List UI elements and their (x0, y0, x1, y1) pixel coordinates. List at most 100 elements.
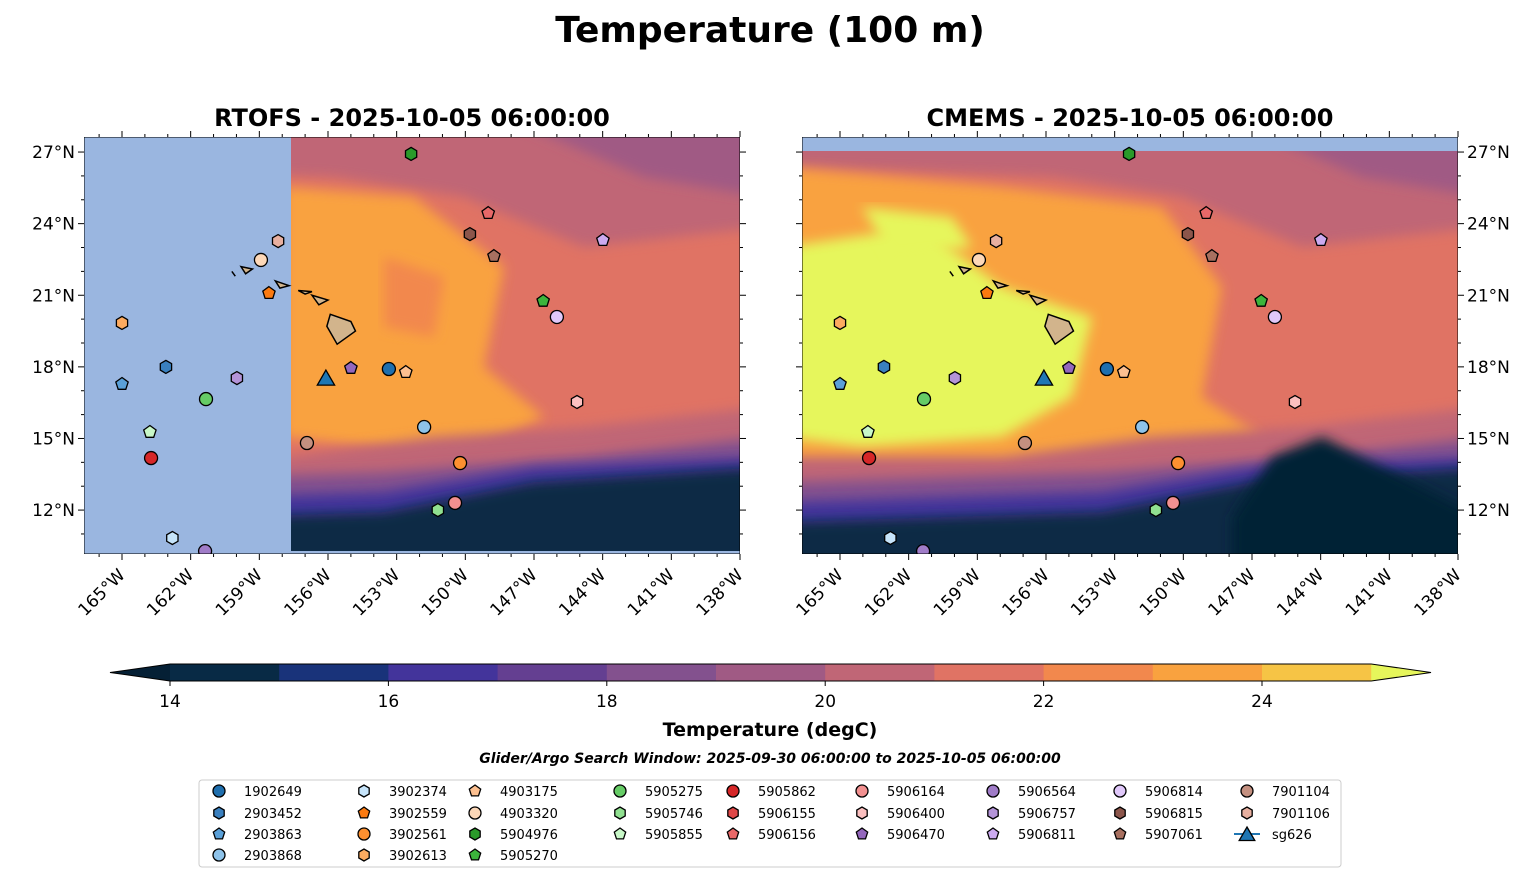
colorbar-tick-label: 22 (1033, 692, 1055, 712)
marker-5905862 (861, 450, 877, 466)
colorbar-bin (170, 664, 280, 681)
marker-3902374 (166, 530, 179, 546)
marker-5905862 (143, 450, 159, 466)
legend-label: 5906815 (1145, 807, 1203, 822)
marker-1902649 (381, 361, 397, 377)
legend-marker (212, 827, 226, 840)
legend-label: 5906757 (1018, 807, 1076, 822)
legend-marker (358, 784, 370, 798)
colorbar-bin (1262, 664, 1372, 681)
no-data-mask (802, 137, 1458, 151)
colorbar-bin (934, 664, 1045, 681)
search-window-subtitle: Glider/Argo Search Window: 2025-09-30 06… (479, 751, 1061, 767)
colorbar-bin (388, 664, 499, 681)
legend-label: 3902559 (389, 807, 447, 822)
colorbar-bin (716, 664, 826, 681)
legend-label: 2903452 (244, 807, 302, 822)
hawaii-island (326, 313, 357, 346)
colorbar-tick-label: 16 (378, 692, 400, 712)
legend-marker (856, 806, 868, 820)
colorbar-bin (606, 664, 717, 681)
colorbar-extend-high (1371, 664, 1431, 681)
legend-label: 3902561 (389, 828, 447, 843)
y-tick-label: 24°N (32, 215, 75, 235)
legend-box (198, 779, 1342, 868)
marker-5906814 (1267, 309, 1283, 325)
legend-marker (358, 848, 370, 862)
x-tick-label: 159°W (212, 565, 267, 620)
legend-label: 1902649 (244, 785, 302, 800)
colorbar-bin (825, 664, 935, 681)
legend-marker (613, 827, 627, 840)
x-tick-label: 138°W (1411, 565, 1466, 620)
marker-3902374 (884, 530, 897, 546)
marker-5906815 (1181, 226, 1195, 242)
marker-7901104 (1017, 435, 1033, 451)
panel-title-cmems: CMEMS - 2025-10-05 06:00:00 (927, 104, 1334, 132)
legend-label: 2903863 (244, 828, 302, 843)
marker-5906156 (481, 205, 496, 220)
hawaii-island (273, 279, 292, 289)
marker-5906470 (343, 360, 358, 374)
y-tick-label: 21°N (1467, 286, 1510, 306)
contour-region (802, 137, 1458, 247)
no-data-mask (84, 137, 291, 554)
marker-5906757 (948, 370, 962, 386)
legend-label: 5905855 (645, 828, 703, 843)
legend-marker (855, 827, 869, 840)
legend-label: 7901106 (1272, 807, 1330, 822)
legend-label: 5905270 (500, 849, 558, 864)
legend-marker (726, 827, 740, 840)
y-tick-label: 18°N (32, 358, 75, 378)
marker-5906470 (1061, 360, 1076, 374)
marker-5905855 (860, 424, 875, 438)
legend-label: 5906470 (887, 828, 945, 843)
contour-region (802, 227, 1092, 447)
marker-2903452 (877, 359, 891, 375)
marker-3902561 (452, 455, 468, 471)
marker-5904976 (1122, 146, 1136, 162)
marker-5905275 (916, 391, 932, 407)
marker-3902559 (262, 285, 276, 300)
marker-5906811 (1313, 232, 1328, 247)
marker-7901106 (271, 233, 285, 249)
legend-marker (726, 784, 740, 798)
hawaii-island (310, 293, 330, 306)
x-tick-label: 153°W (1067, 565, 1122, 620)
legend-label: 4903175 (500, 785, 558, 800)
marker-7901106 (989, 233, 1003, 249)
legend-label: 5905862 (758, 785, 816, 800)
legend-marker (1238, 825, 1256, 842)
colorbar-bin (1043, 664, 1154, 681)
legend-marker (357, 827, 371, 841)
marker-sg626 (316, 368, 336, 386)
x-tick-label: 165°W (793, 565, 848, 620)
x-tick-label: 147°W (1205, 565, 1260, 620)
legend-label: 5906814 (1145, 785, 1203, 800)
y-tick-label: 24°N (1467, 215, 1510, 235)
legend-label: 2903868 (244, 849, 302, 864)
colorbar-extend-low (110, 664, 170, 681)
x-tick-label: 162°W (143, 565, 198, 620)
marker-5905746 (1149, 502, 1163, 518)
x-tick-label: 141°W (1342, 565, 1397, 620)
x-tick-label: 138°W (693, 565, 748, 620)
legend-label: 7901104 (1272, 785, 1330, 800)
contour-region (384, 257, 444, 337)
legend-label: 5906811 (1018, 828, 1076, 843)
marker-5906156 (1199, 205, 1214, 220)
marker-5906814 (549, 309, 565, 325)
x-tick-label: 156°W (999, 565, 1054, 620)
legend-marker (1114, 806, 1126, 820)
legend-marker (1113, 784, 1127, 798)
marker-5906400 (570, 394, 584, 410)
colorbar-bin (497, 664, 608, 681)
legend-marker (986, 784, 1000, 798)
legend-label: 5905275 (645, 785, 703, 800)
marker-4903175 (398, 364, 413, 379)
legend-marker (469, 827, 481, 841)
x-tick-label: 144°W (1273, 565, 1328, 620)
marker-4903320 (253, 252, 269, 268)
marker-5906164 (1165, 495, 1181, 511)
legend-label: 5906400 (887, 807, 945, 822)
